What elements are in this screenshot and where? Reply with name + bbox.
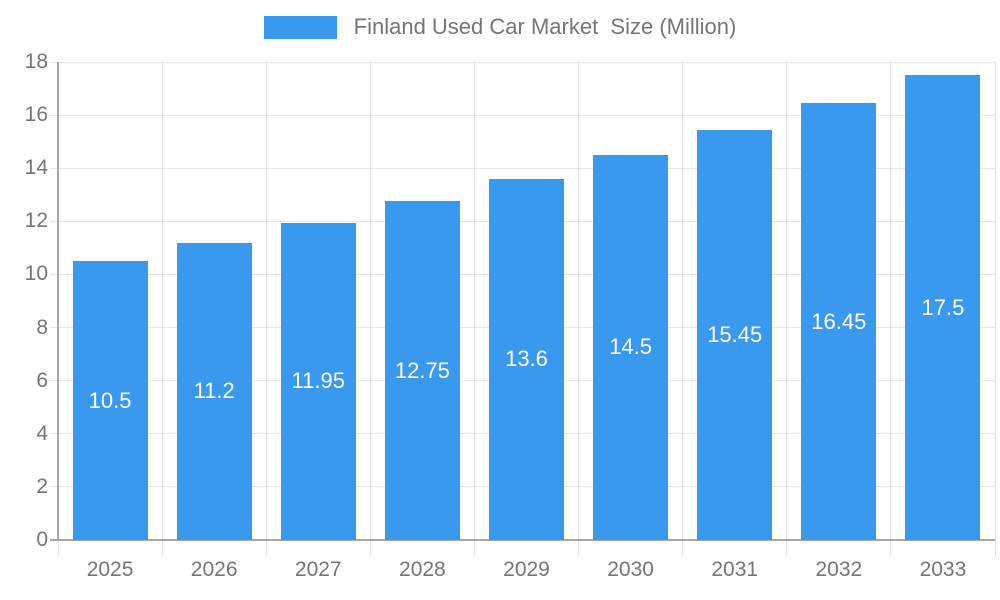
bar-2025[interactable]: 10.5 xyxy=(72,261,148,540)
y-tick-label: 16 xyxy=(24,103,48,127)
bar-value-label: 15.45 xyxy=(707,321,763,347)
h-gridline xyxy=(50,61,995,63)
x-axis-line xyxy=(50,539,995,541)
v-gridline xyxy=(786,62,788,556)
x-tick-label: 2033 xyxy=(919,558,967,581)
v-gridline xyxy=(473,62,475,556)
bar-value-label: 13.6 xyxy=(505,346,548,372)
bar-2028[interactable]: 12.75 xyxy=(384,201,460,540)
bar-value-label: 11.95 xyxy=(291,368,345,394)
v-gridline xyxy=(161,62,163,556)
bar-2033[interactable]: 17.5 xyxy=(905,75,981,540)
x-tick-label: 2026 xyxy=(190,558,238,581)
bar-value-label: 11.2 xyxy=(193,378,235,404)
v-gridline xyxy=(578,62,580,556)
bar-2030[interactable]: 14.5 xyxy=(593,154,669,540)
v-gridline xyxy=(682,62,684,556)
x-tick-label: 2027 xyxy=(294,558,342,581)
bar-value-label: 17.5 xyxy=(921,294,965,320)
bar-value-label: 16.45 xyxy=(811,308,867,334)
y-tick-label: 0 xyxy=(36,528,48,551)
legend[interactable]: Finland Used Car Market Size (Million) xyxy=(0,14,1000,40)
bar-value-label: 14.5 xyxy=(609,334,653,360)
bar-value-label: 12.75 xyxy=(394,357,450,383)
y-axis-line xyxy=(57,62,59,540)
x-tick-label: 2028 xyxy=(399,558,446,581)
bar-2027[interactable]: 11.95 xyxy=(280,222,356,540)
bar-2029[interactable]: 13.6 xyxy=(489,178,564,540)
x-tick-label: 2031 xyxy=(711,558,759,581)
plot-area: 10.5 11.2 11.95 12.75 13.6 14.5 15.45 16.45 17.5 xyxy=(50,61,996,556)
x-tick-label: 2032 xyxy=(815,558,863,581)
y-tick-label: 14 xyxy=(24,156,48,180)
x-tick-label: 2025 xyxy=(86,558,134,581)
bar-2026[interactable]: 11.2 xyxy=(176,242,252,540)
y-tick-label: 12 xyxy=(24,209,48,233)
bar-value-label: 10.5 xyxy=(88,387,132,413)
v-gridline xyxy=(369,62,371,556)
y-tick-label: 8 xyxy=(36,315,48,339)
h-gridline xyxy=(50,114,995,116)
v-gridline xyxy=(994,62,996,556)
y-tick-label: 4 xyxy=(36,421,48,445)
y-tick-label: 10 xyxy=(24,262,48,286)
y-tick-label: 6 xyxy=(36,368,48,392)
v-gridline xyxy=(265,62,267,556)
y-tick-label: 2 xyxy=(36,474,48,498)
legend-swatch[interactable] xyxy=(263,15,337,39)
x-tick-label: 2030 xyxy=(607,558,654,581)
v-gridline xyxy=(890,62,892,556)
h-gridline xyxy=(50,167,995,169)
x-tick-label: 2029 xyxy=(503,558,550,581)
bar-2031[interactable]: 15.45 xyxy=(697,129,773,540)
legend-label: Finland Used Car Market Size (Million) xyxy=(353,14,737,39)
y-tick-label: 18 xyxy=(24,50,48,73)
bar-2032[interactable]: 16.45 xyxy=(801,103,877,540)
